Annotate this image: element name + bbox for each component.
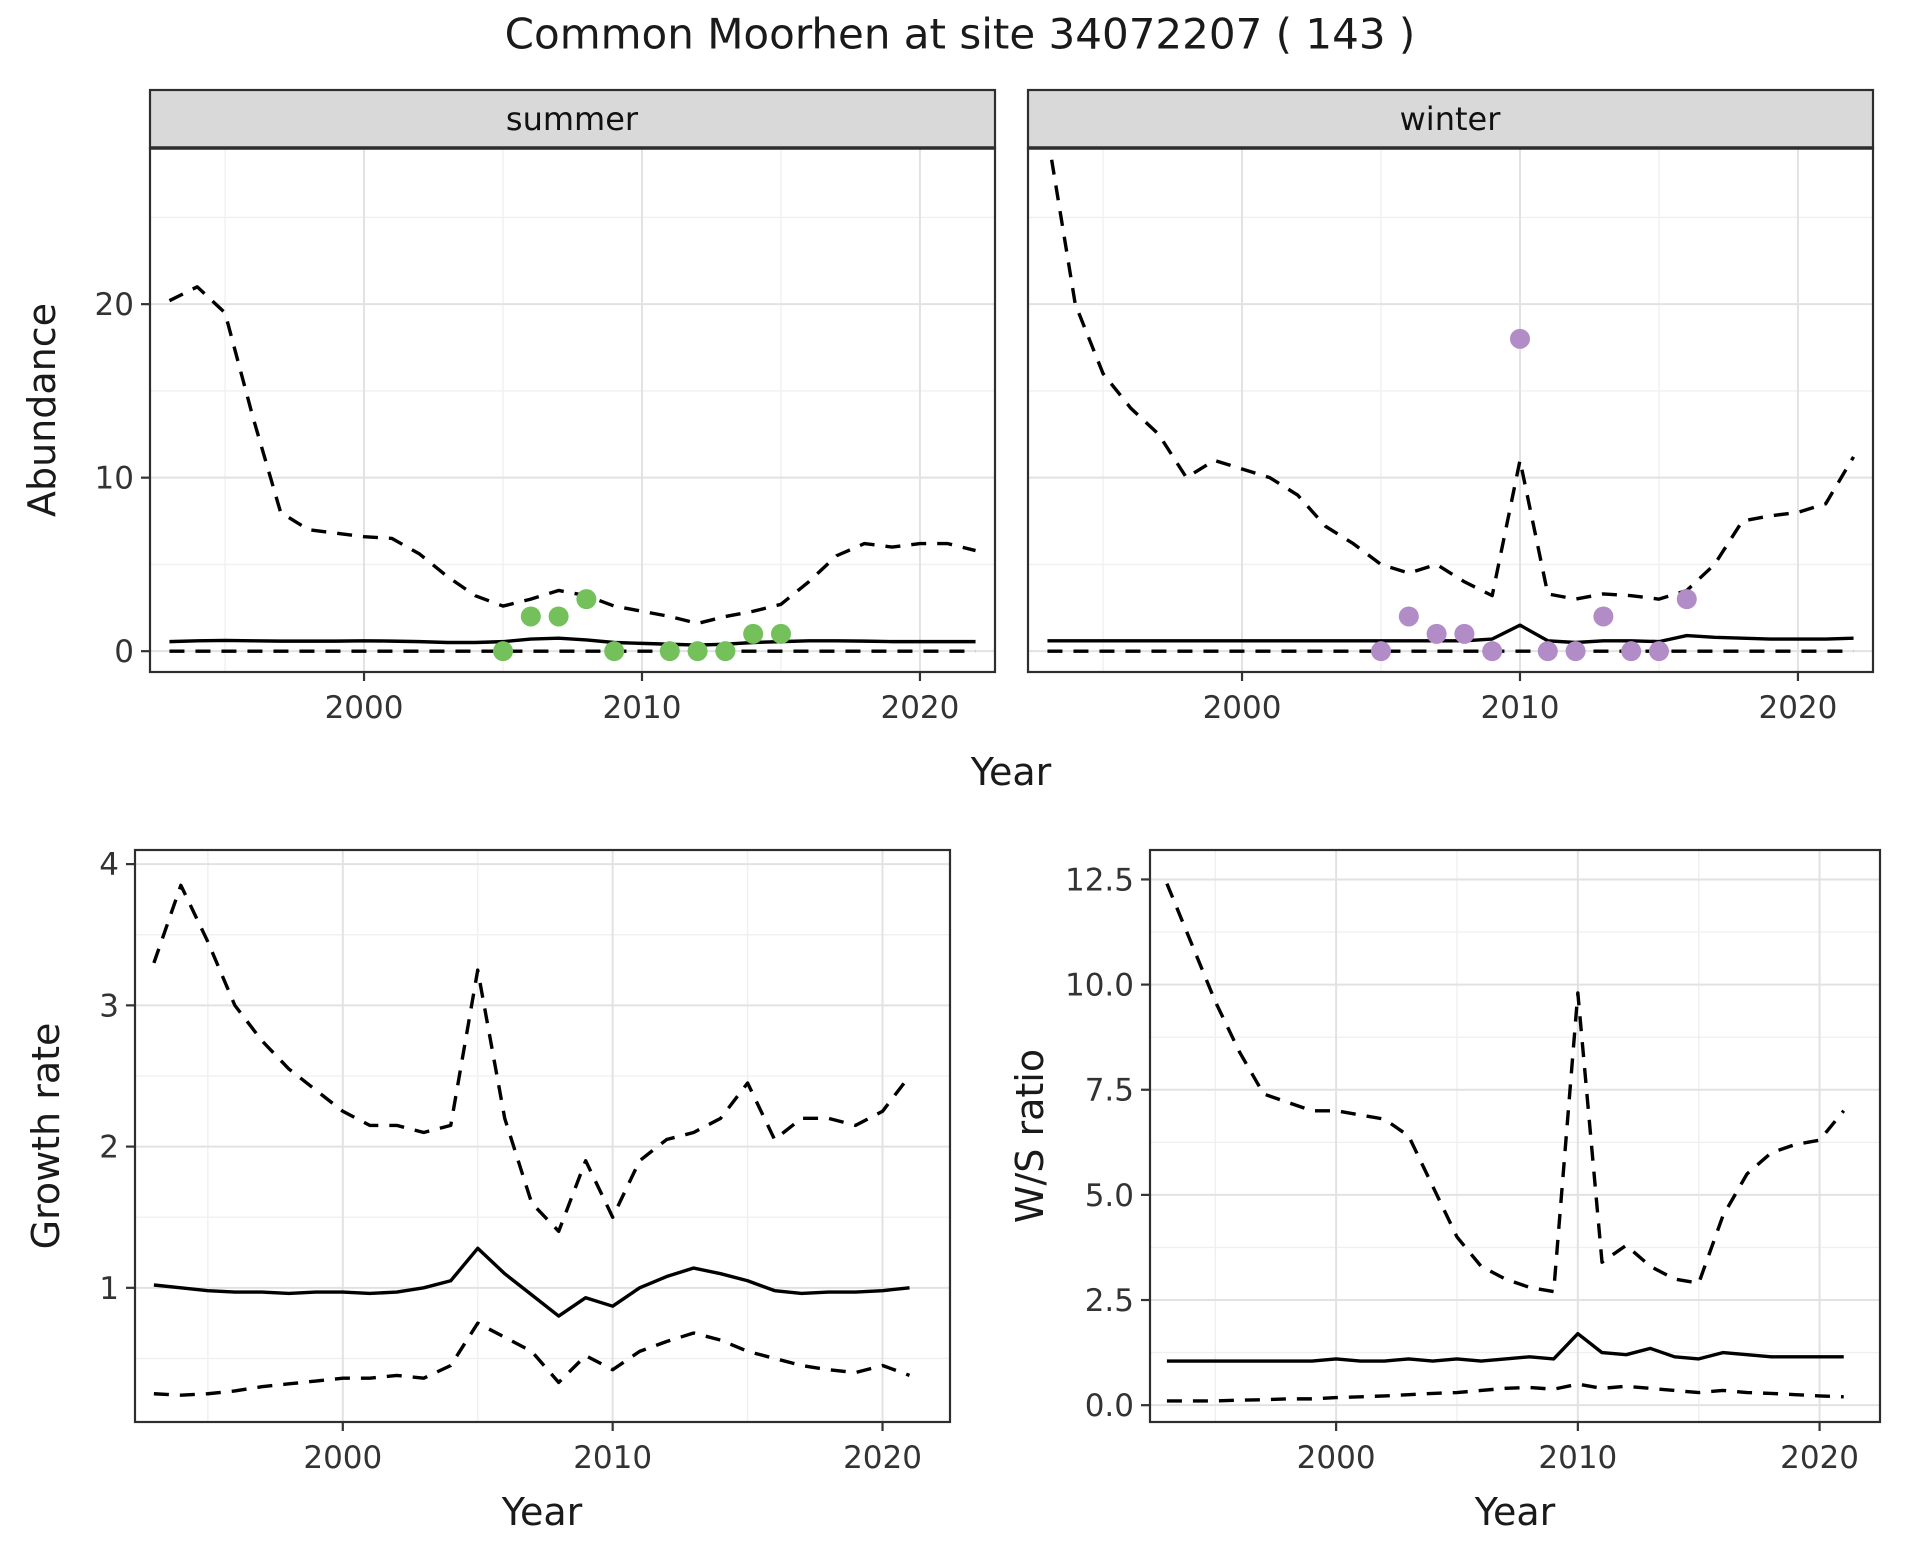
x-tick-label: 2020 bbox=[880, 690, 959, 726]
data-point bbox=[576, 589, 597, 610]
data-point bbox=[1565, 641, 1586, 662]
data-point bbox=[1676, 589, 1697, 610]
series-line-lower_ci bbox=[153, 1321, 911, 1397]
facet-strip bbox=[148, 88, 997, 150]
series-group-growth-rate bbox=[152, 883, 911, 1397]
data-point bbox=[770, 623, 791, 644]
x-axis-title-ws-ratio: Year bbox=[1474, 1490, 1556, 1534]
data-point bbox=[520, 606, 541, 627]
y-tick-label: 12.5 bbox=[1065, 862, 1134, 898]
panel-growth-rate: 2000 2010 2020 1 2 3 4 bbox=[99, 847, 952, 1476]
chart-title: Common Moorhen at site 34072207 ( 143 ) bbox=[504, 9, 1416, 59]
y-tick-label: 7.5 bbox=[1085, 1073, 1134, 1109]
data-point bbox=[1509, 328, 1530, 349]
facet-label-summer: summer bbox=[505, 100, 639, 138]
series-line-upper_ci bbox=[1048, 148, 1856, 601]
series-line-upper_ci bbox=[152, 883, 911, 1234]
x-tick-label: 2020 bbox=[1758, 690, 1837, 726]
data-point bbox=[1371, 641, 1392, 662]
y-tick-label: 10 bbox=[95, 461, 134, 497]
panel-abundance-summer: 2000 2010 2020 0 10 20 bbox=[95, 88, 997, 726]
data-point bbox=[1621, 641, 1642, 662]
data-point bbox=[1426, 623, 1447, 644]
data-point bbox=[743, 623, 764, 644]
facet-label-winter: winter bbox=[1399, 100, 1501, 138]
series-group-abundance-summer bbox=[168, 285, 976, 653]
y-tick-label: 2.5 bbox=[1085, 1283, 1134, 1319]
x-tick-label: 2010 bbox=[1538, 1440, 1617, 1476]
series-line-median bbox=[169, 636, 976, 647]
y-tick-label: 4 bbox=[99, 847, 119, 883]
x-tick-label: 2000 bbox=[303, 1440, 382, 1476]
data-point bbox=[1454, 623, 1475, 644]
y-tick-label: 20 bbox=[95, 287, 134, 323]
data-point bbox=[1482, 641, 1503, 662]
data-point bbox=[1537, 641, 1558, 662]
x-tick-label: 2010 bbox=[603, 690, 682, 726]
y-tick-label: 1 bbox=[99, 1271, 119, 1307]
series-line-median bbox=[1166, 1331, 1844, 1363]
panel-abundance-winter: 2000 2010 2020 bbox=[1026, 88, 1875, 726]
x-tick-label: 2010 bbox=[573, 1440, 652, 1476]
x-tick-label: 2020 bbox=[1780, 1440, 1859, 1476]
y-tick-label: 0 bbox=[114, 634, 134, 670]
y-axis-title-growth-rate: Growth rate bbox=[24, 1022, 68, 1250]
data-point bbox=[715, 641, 736, 662]
series-line-lower_ci bbox=[1166, 1382, 1844, 1403]
series-group-abundance-winter bbox=[1047, 148, 1856, 653]
y-tick-label: 10.0 bbox=[1065, 968, 1134, 1004]
series-group-ws-ratio bbox=[1165, 883, 1846, 1403]
x-tick-label: 2000 bbox=[1297, 1440, 1376, 1476]
panel-border bbox=[133, 848, 952, 1424]
y-axis-title-abundance: Abundance bbox=[20, 302, 64, 518]
y-tick-label: 5.0 bbox=[1085, 1178, 1134, 1214]
y-tick-label: 2 bbox=[99, 1130, 119, 1166]
data-point bbox=[1648, 641, 1669, 662]
data-point bbox=[493, 641, 514, 662]
panel-ws-ratio: 2000 2010 2020 0.0 2.5 5.0 7.5 10.0 12.5 bbox=[1065, 848, 1882, 1476]
series-line-median bbox=[1047, 623, 1854, 645]
series-line-upper_ci bbox=[168, 285, 976, 626]
x-tick-label: 2010 bbox=[1481, 690, 1560, 726]
points-winter-observations bbox=[1371, 328, 1697, 662]
points-summer-observations bbox=[493, 589, 791, 662]
x-axis-title-top: Year bbox=[970, 750, 1052, 794]
data-point bbox=[548, 606, 569, 627]
x-tick-label: 2000 bbox=[325, 690, 404, 726]
series-line-upper_ci bbox=[1165, 883, 1846, 1294]
y-tick-label: 3 bbox=[99, 988, 119, 1024]
x-tick-label: 2020 bbox=[843, 1440, 922, 1476]
series-line-median bbox=[153, 1246, 910, 1318]
data-point bbox=[687, 641, 708, 662]
data-point bbox=[1593, 606, 1614, 627]
x-axis-title-growth-rate: Year bbox=[501, 1490, 583, 1534]
y-tick-label: 0.0 bbox=[1085, 1388, 1134, 1424]
data-point bbox=[604, 641, 625, 662]
x-tick-label: 2000 bbox=[1203, 690, 1282, 726]
y-axis-title-ws-ratio: W/S ratio bbox=[1008, 1048, 1052, 1224]
data-point bbox=[1398, 606, 1419, 627]
data-point bbox=[659, 641, 680, 662]
panel-border bbox=[1148, 848, 1882, 1424]
